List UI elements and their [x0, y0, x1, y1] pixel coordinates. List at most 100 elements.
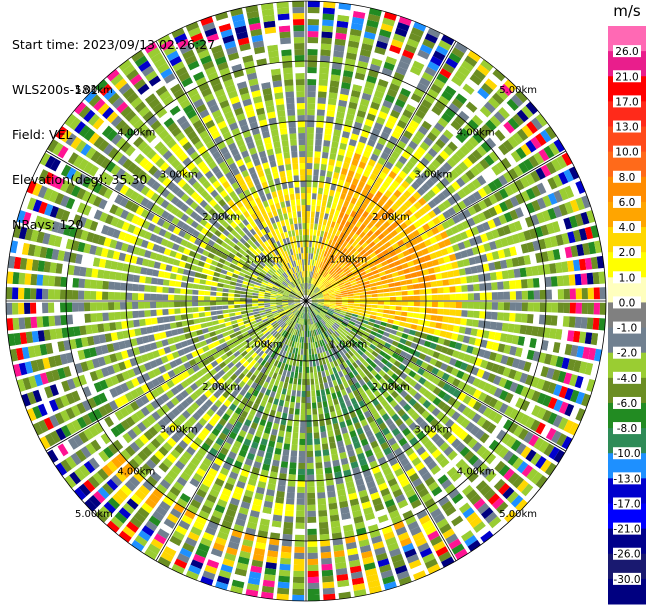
- range-gate: [394, 247, 402, 255]
- range-gate: [307, 277, 309, 284]
- range-gate: [367, 138, 376, 148]
- range-gate: [472, 132, 484, 144]
- range-gate: [343, 70, 354, 78]
- range-gate: [427, 88, 439, 99]
- range-gate: [380, 237, 389, 245]
- range-gate: [402, 249, 410, 257]
- range-gate: [316, 199, 322, 207]
- range-gate: [422, 223, 431, 232]
- range-gate: [563, 169, 574, 183]
- range-gate: [378, 225, 386, 233]
- range-gate: [551, 289, 558, 300]
- range-gate: [407, 306, 414, 312]
- range-gate: [347, 170, 355, 178]
- range-gate: [429, 252, 437, 260]
- range-gate: [485, 231, 494, 241]
- range-gate: [432, 50, 446, 62]
- range-gate: [416, 161, 426, 171]
- range-gate: [491, 164, 502, 176]
- range-gate: [371, 255, 379, 262]
- range-gate: [323, 298, 330, 300]
- range-gate: [309, 290, 313, 297]
- range-gate: [451, 153, 462, 164]
- range-gate: [426, 260, 434, 268]
- range-gate: [459, 144, 471, 156]
- range-gate: [404, 76, 417, 87]
- range-gate: [586, 210, 596, 224]
- range-gate: [348, 238, 355, 245]
- range-gate: [360, 274, 368, 280]
- range-gate: [451, 243, 460, 252]
- range-gate: [327, 287, 334, 292]
- range-gate: [393, 260, 401, 267]
- range-gate: [493, 204, 503, 215]
- range-gate: [314, 217, 319, 224]
- range-gate: [437, 203, 447, 212]
- range-gate: [317, 103, 326, 110]
- range-gate: [451, 136, 463, 148]
- range-gate: [356, 166, 364, 175]
- range-gate: [354, 72, 366, 81]
- range-gate: [548, 142, 560, 156]
- range-gate: [455, 93, 468, 105]
- range-gate: [498, 214, 508, 225]
- range-gate: [340, 167, 348, 176]
- range-gate: [569, 215, 578, 228]
- range-gate: [377, 308, 384, 313]
- range-gate: [505, 154, 517, 166]
- range-gate: [325, 273, 330, 279]
- range-gate: [350, 257, 358, 263]
- range-gate: [352, 271, 360, 277]
- range-gate: [536, 212, 546, 224]
- range-gate: [351, 16, 365, 25]
- range-gate: [351, 240, 358, 248]
- range-gate: [323, 244, 328, 251]
- range-gate: [415, 250, 424, 258]
- range-gate: [371, 290, 378, 294]
- range-gate: [467, 206, 477, 216]
- range-gate: [523, 230, 532, 241]
- range-gate: [366, 222, 374, 230]
- range-gate: [439, 68, 452, 79]
- range-gate: [331, 62, 343, 70]
- range-gate: [352, 233, 359, 241]
- range-gate: [368, 262, 376, 268]
- range-gate: [507, 269, 515, 279]
- range-gate: [318, 218, 323, 225]
- range-gate: [400, 311, 408, 317]
- range-gate: [342, 162, 350, 170]
- range-gate: [365, 301, 372, 305]
- range-gate: [576, 244, 585, 257]
- range-gate: [393, 276, 400, 282]
- range-gate: [493, 147, 505, 159]
- range-gate: [436, 315, 444, 322]
- range-gate: [349, 28, 362, 37]
- range-gate: [401, 296, 408, 301]
- range-gate: [384, 161, 394, 170]
- range-gate: [455, 285, 462, 293]
- range-gate: [327, 259, 332, 266]
- range-gate: [538, 314, 546, 325]
- range-gate: [400, 280, 407, 286]
- range-gate: [449, 286, 456, 293]
- range-gate: [363, 183, 372, 192]
- range-gate: [306, 247, 309, 254]
- range-gate: [322, 292, 329, 296]
- range-gate: [476, 128, 488, 140]
- range-gate: [452, 214, 461, 224]
- range-gate: [328, 268, 334, 275]
- range-gate: [413, 201, 422, 210]
- range-gate: [406, 38, 420, 49]
- range-gate: [556, 155, 568, 169]
- range-gate: [391, 180, 400, 189]
- range-gate: [332, 172, 340, 180]
- range-gate: [359, 304, 366, 307]
- range-gate: [394, 175, 404, 184]
- range-gate: [368, 241, 376, 248]
- range-gate: [342, 76, 353, 84]
- range-gate: [401, 236, 410, 244]
- range-gate: [392, 33, 406, 43]
- range-gate: [387, 278, 394, 284]
- range-gate: [496, 161, 507, 173]
- range-gate: [348, 138, 357, 147]
